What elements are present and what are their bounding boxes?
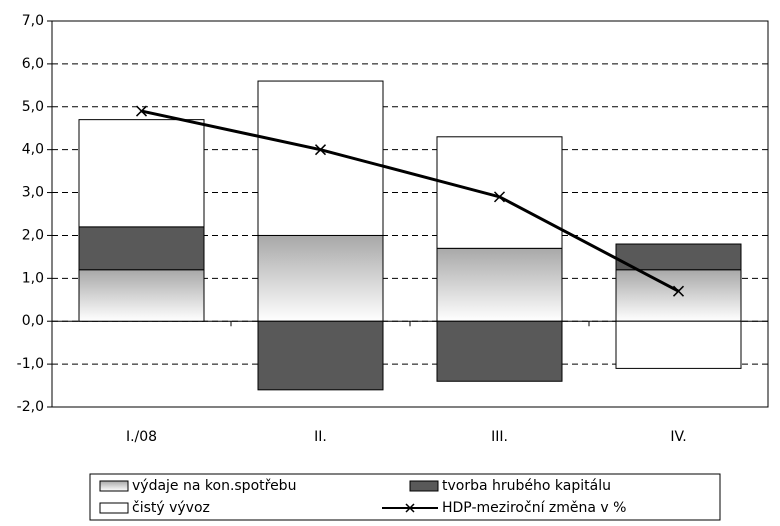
legend [89, 473, 721, 521]
bar [257, 80, 384, 236]
line [141, 109, 680, 293]
marker [135, 105, 148, 117]
bar [257, 234, 384, 322]
bar [257, 320, 384, 391]
legend-label: čistý vývoz [132, 500, 210, 516]
y-tick-label: 1,0 [22, 270, 44, 286]
legend-label: výdaje na kon.spotřebu [132, 478, 296, 494]
y-tick-label: 2,0 [22, 227, 44, 243]
legend-swatch [99, 480, 129, 492]
legend-label: tvorba hrubého kapitálu [442, 478, 611, 494]
x-tick-label: II. [314, 429, 327, 445]
bar [78, 119, 205, 228]
bar [78, 226, 205, 271]
y-tick-label: 7,0 [22, 13, 44, 29]
plot-area [51, 20, 769, 408]
y-tick-label: 0,0 [22, 313, 44, 329]
x-tick-label: III. [491, 429, 508, 445]
bar [436, 136, 563, 249]
y-tick-label: -2,0 [17, 399, 44, 415]
y-tick-label: 5,0 [22, 99, 44, 115]
y-tick-label: 3,0 [22, 185, 44, 201]
bar [436, 247, 563, 322]
marker [672, 285, 685, 297]
y-tick-label: -1,0 [17, 356, 44, 372]
marker [314, 144, 327, 156]
x-tick-label: I./08 [126, 429, 157, 445]
marker [493, 191, 506, 203]
bar [615, 243, 742, 271]
x-tick-label: IV. [670, 429, 686, 445]
legend-swatch [409, 480, 439, 492]
bar [78, 269, 205, 322]
bar [615, 269, 742, 322]
legend-label: HDP-meziroční změna v % [442, 500, 626, 516]
bar [436, 320, 563, 382]
legend-swatch [405, 503, 415, 513]
y-tick-label: 6,0 [22, 56, 44, 72]
y-tick-label: 4,0 [22, 142, 44, 158]
bar [615, 320, 742, 369]
legend-swatch [99, 502, 129, 514]
